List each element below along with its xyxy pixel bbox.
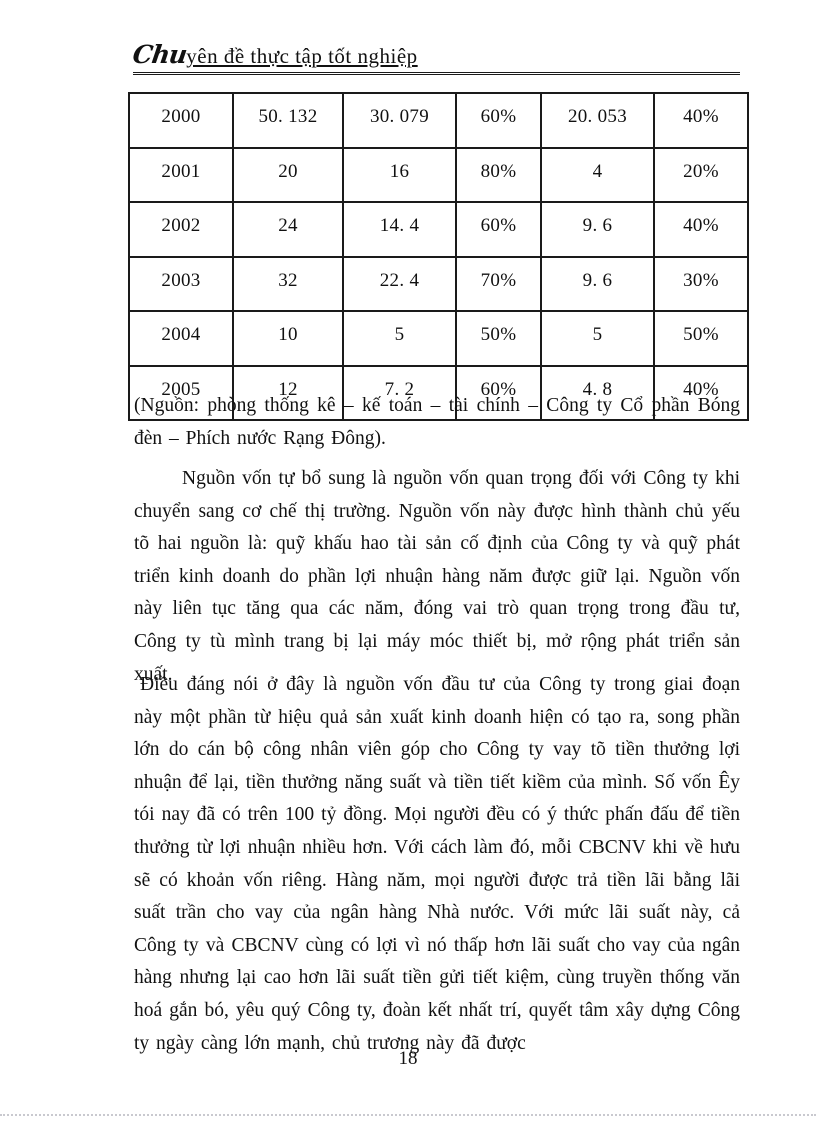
table-cell: 50% (653, 310, 749, 367)
table-cell: 10 (232, 310, 344, 367)
table-cell: 9. 6 (540, 201, 655, 258)
table-cell: 40% (653, 92, 749, 149)
table-cell: 40% (653, 201, 749, 258)
table-cell: 70% (455, 255, 542, 312)
table-cell: 60% (455, 364, 542, 421)
table-cell: 30. 079 (342, 92, 457, 149)
table-row: 2004 10 5 50% 5 50% (128, 310, 749, 367)
table-cell: 12 (232, 364, 344, 421)
table-row: 2002 24 14. 4 60% 9. 6 40% (128, 201, 749, 258)
table-cell: 80% (455, 146, 542, 203)
table-cell: 60% (455, 201, 542, 258)
table-cell: 4. 8 (540, 364, 655, 421)
table-row: 2003 32 22. 4 70% 9. 6 30% (128, 255, 749, 312)
header-script-prefix: Chu (130, 40, 189, 69)
table-cell-year: 2003 (128, 255, 234, 312)
table-cell: 7. 2 (342, 364, 457, 421)
table-row: 2000 50. 132 30. 079 60% 20. 053 40% (128, 92, 749, 149)
table-cell: 5 (342, 310, 457, 367)
table-row: 2001 20 16 80% 4 20% (128, 146, 749, 203)
table-cell: 50% (455, 310, 542, 367)
page-header-title: yên đề thực tập tốt nghiệp (186, 44, 418, 68)
table-cell: 20. 053 (540, 92, 655, 149)
table-cell: 5 (540, 310, 655, 367)
table-cell-year: 2001 (128, 146, 234, 203)
table-cell: 20 (232, 146, 344, 203)
table-cell-year: 2000 (128, 92, 234, 149)
table-cell: 32 (232, 255, 344, 312)
page-number: 18 (398, 1048, 418, 1069)
table-cell: 60% (455, 92, 542, 149)
source-caption: (Nguồn: phòng thống kê – kế toán – tài c… (134, 395, 740, 449)
table-cell: 14. 4 (342, 201, 457, 258)
paragraph: Nguồn vốn tự bổ sung là nguồn vốn quan t… (134, 468, 740, 685)
table-cell: 22. 4 (342, 255, 457, 312)
table-cell: 16 (342, 146, 457, 203)
table-cell: 50. 132 (232, 92, 344, 149)
paragraph: Điều đáng nói ở đây là nguồn vốn đầu tư … (134, 674, 740, 1054)
table-row: 2005 12 7. 2 60% 4. 8 40% (128, 364, 749, 421)
table-cell: 20% (653, 146, 749, 203)
table-cell: 9. 6 (540, 255, 655, 312)
table-cell: 30% (653, 255, 749, 312)
table-cell-year: 2004 (128, 310, 234, 367)
table-cell-year: 2002 (128, 201, 234, 258)
page-header: Chuyên đề thực tập tốt nghiệp (130, 40, 740, 75)
table-cell: 40% (653, 364, 749, 421)
table-cell: 24 (232, 201, 344, 258)
capital-structure-table: 2000 50. 132 30. 079 60% 20. 053 40% 200… (128, 92, 749, 421)
bottom-dotted-divider (0, 1114, 816, 1116)
table-cell-year: 2005 (128, 364, 234, 421)
table-cell: 4 (540, 146, 655, 203)
